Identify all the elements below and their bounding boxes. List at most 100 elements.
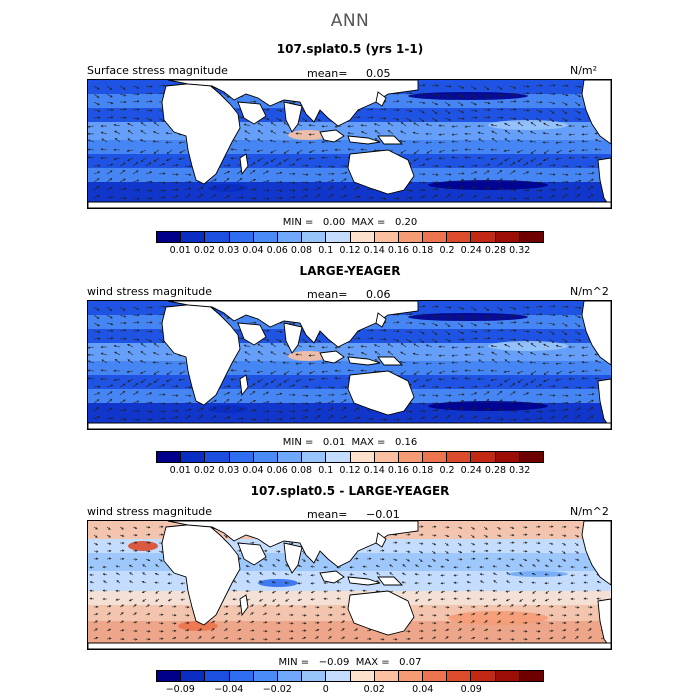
panel-1-map-vector-arrow	[470, 195, 478, 199]
panel-3-field-label: wind stress magnitude	[87, 505, 213, 518]
panel-3-map-vector-arrow	[457, 636, 462, 640]
panel-1-map-vector-arrow	[438, 133, 446, 136]
panel-1-min-label: MIN =	[282, 217, 314, 228]
panel-3-map-vector-arrow	[418, 613, 424, 617]
panel-1-map-vector-arrow	[444, 117, 452, 121]
panel-1-map-vector-arrow	[243, 123, 251, 127]
panel-1-map-vector-arrow	[535, 189, 543, 192]
panel-1-map-vector-arrow	[400, 149, 407, 154]
panel-1-map-vector-arrow	[145, 180, 153, 183]
panel-3-map-vector-arrow	[93, 557, 99, 560]
panel-3-map-vector-arrow	[288, 542, 294, 545]
panel-3-map-vector-arrow	[457, 542, 462, 546]
panel-2-map-vector-arrow	[438, 378, 446, 381]
panel-3-map-vector-arrow	[444, 621, 450, 624]
panel-2-map-vector-arrow	[132, 409, 140, 413]
panel-3-map-vector-arrow	[158, 637, 164, 640]
panel-2-map-vector-arrow	[282, 361, 290, 364]
panel-2-map-vector-arrow	[451, 346, 459, 349]
panel-3-map-vector-arrow	[323, 597, 329, 600]
panel-3-map-vector-arrow	[310, 598, 316, 601]
panel-2-map-landmass	[239, 374, 249, 397]
panel-3-map-vector-arrow	[180, 582, 186, 585]
panel-2-map-vector-arrow	[275, 383, 282, 388]
panel-2-map-vector-arrow	[308, 362, 316, 365]
panel-1-map-vector-arrow	[288, 189, 296, 192]
panel-2-map-vector-arrow	[530, 343, 537, 348]
panel-2-map-vector-arrow	[425, 378, 433, 382]
panel-3-map-vector-arrow	[431, 605, 437, 609]
panel-1-map-vector-arrow	[431, 93, 439, 96]
panel-3-colorbar-swatch	[374, 671, 399, 681]
panel-1-map-vector-arrow	[158, 117, 165, 122]
panel-2-map-vector-arrow	[587, 386, 595, 389]
panel-3-map-vector-arrow	[587, 606, 593, 609]
panel-1-map-vector-arrow	[321, 156, 329, 159]
panel-2-map-vector-arrow	[243, 369, 251, 373]
panel-3-map-vector-arrow	[496, 629, 502, 632]
panel-3-map-vector-arrow	[298, 590, 303, 594]
panel-3-map-vector-arrow	[262, 621, 268, 624]
panel-3-map-vector-arrow	[314, 614, 320, 617]
panel-1-map-vector-arrow	[400, 130, 407, 135]
panel-1-map-vector-arrow	[308, 157, 316, 160]
panel-2-map-vector-arrow	[236, 408, 244, 412]
panel-3-map-vector-arrow	[128, 598, 134, 602]
panel-2-map-vector-arrow	[127, 351, 134, 356]
panel-3-colorbar-swatch	[495, 671, 520, 681]
panel-2-map-vector-arrow	[425, 344, 433, 348]
panel-1-map-vector-arrow	[490, 123, 498, 127]
panel-1-map-vector-arrow	[555, 157, 563, 161]
panel-2-colorbar-swatch	[350, 452, 375, 462]
panel-2-map-vector-arrow	[230, 369, 238, 372]
panel-1-map-vector-arrow	[100, 124, 108, 128]
panel-2-map-vector-arrow	[88, 360, 95, 364]
panel-2-map-vector-arrow	[543, 378, 550, 383]
panel-1-map-vector-arrow	[530, 122, 537, 127]
panel-3-map-vector-arrow	[197, 628, 203, 632]
panel-2-map-vector-arrow	[522, 401, 530, 404]
panel-3-map-vector-arrow	[570, 597, 576, 601]
panel-2-map-vector-arrow	[542, 353, 550, 356]
panel-3-map-vector-arrow	[548, 637, 554, 640]
panel-2-map-vector-arrow	[283, 370, 290, 375]
panel-2-map-vector-arrow	[314, 401, 322, 404]
panel-2-map-vector-arrow	[88, 369, 95, 372]
panel-1-map-vector-arrow	[308, 124, 316, 127]
panel-2-map-vector-arrow	[93, 337, 101, 340]
panel-1-map-vector-arrow	[230, 157, 238, 160]
panel-1-map-vector-arrow	[444, 194, 451, 199]
panel-3-map-vector-arrow	[93, 636, 99, 640]
panel-2-map-vector-arrow	[153, 343, 160, 348]
panel-1-map-vector-arrow	[561, 117, 568, 122]
panel-3-map-vector-arrow	[405, 550, 411, 553]
panel-1-map-vector-arrow	[483, 116, 491, 119]
panel-2-map-vector-arrow	[257, 378, 264, 383]
panel-3-map-vector-arrow	[232, 597, 238, 601]
panel-1-map-vector-arrow	[106, 93, 113, 98]
panel-3-map-vector-arrow	[496, 612, 501, 616]
panel-1-map-vector-arrow	[542, 141, 550, 144]
panel-2-map-vector-arrow	[249, 391, 256, 396]
panel-2-map-vector-arrow	[288, 402, 296, 405]
panel-3-colorbar-swatch	[277, 671, 303, 681]
panel-1-map-vector-arrow	[464, 125, 472, 128]
panel-3-map-vector-arrow	[483, 534, 489, 538]
panel-2-map-vector-arrow	[275, 338, 282, 343]
panel-3-map-vector-arrow	[548, 622, 554, 625]
panel-3-map-vector-arrow	[301, 622, 307, 625]
panel-3-map-vector-arrow	[288, 622, 294, 625]
panel-2-map-vector-arrow	[444, 330, 451, 335]
panel-2-map-vector-arrow	[444, 314, 452, 318]
panel-3-map-vector-arrow	[155, 598, 160, 602]
panel-2-map-field-patch	[488, 341, 568, 351]
panel-3-map-vector-arrow	[483, 620, 488, 624]
panel-3-max-value: 0.07	[399, 657, 422, 668]
panel-3-colorbar-swatch	[253, 671, 278, 681]
panel-3-map-vector-arrow	[284, 573, 290, 576]
panel-1-colorbar-swatch	[350, 232, 375, 242]
panel-2-map-vector-arrow	[470, 322, 477, 327]
panel-1-map-vector-arrow	[171, 188, 179, 191]
panel-3-map-landmass	[283, 542, 303, 574]
panel-1-colorbar-swatch	[229, 232, 254, 242]
